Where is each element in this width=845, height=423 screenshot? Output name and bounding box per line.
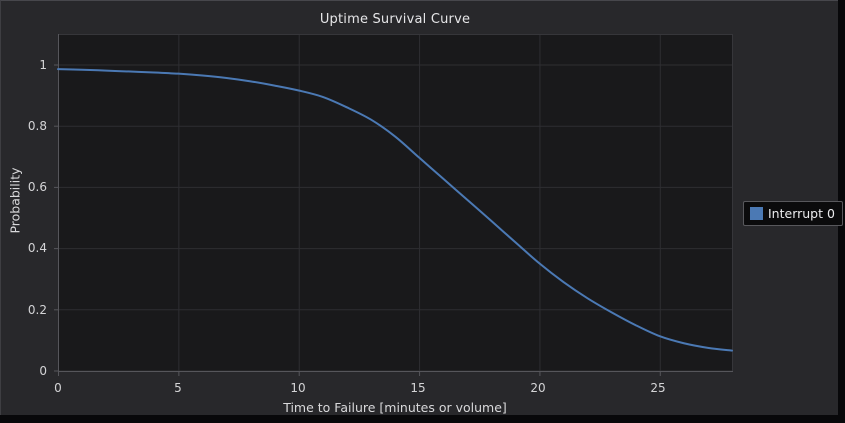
- y-tick-label: 0: [39, 364, 47, 378]
- legend-label: Interrupt 0: [768, 206, 835, 221]
- x-tick-label: 15: [410, 381, 426, 395]
- x-tick-label: 0: [54, 381, 62, 395]
- y-tick-label: 0.4: [27, 241, 47, 255]
- plot-area: [54, 34, 733, 376]
- legend-swatch-icon: [750, 207, 763, 220]
- chart-title: Uptime Survival Curve: [319, 12, 471, 27]
- chart-figure: Uptime Survival Curve Time to Failure [m…: [0, 0, 843, 415]
- y-tick-label: 0.6: [27, 180, 47, 194]
- legend: Interrupt 0: [743, 201, 843, 226]
- x-tick-label: 5: [174, 381, 182, 395]
- y-tick-label: 0.2: [27, 303, 47, 317]
- x-tick-label: 20: [530, 381, 546, 395]
- y-tick-label: 0.8: [27, 119, 47, 133]
- y-tick-label: 1: [39, 58, 47, 72]
- x-axis-label: Time to Failure [minutes or volume]: [283, 400, 507, 415]
- x-tick-label: 10: [290, 381, 306, 395]
- x-tick-label: 25: [650, 381, 666, 395]
